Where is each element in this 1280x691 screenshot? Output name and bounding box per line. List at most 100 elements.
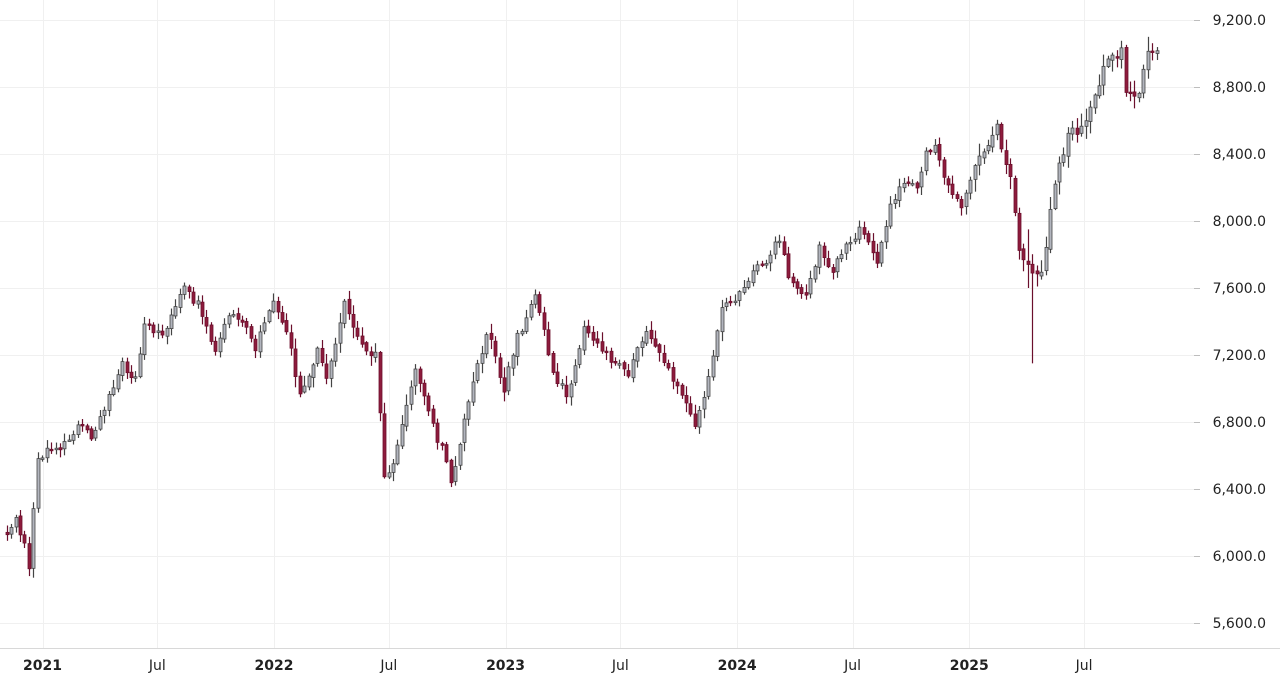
candle-up[interactable] (9, 523, 14, 539)
candle-down[interactable] (378, 351, 383, 422)
candle-up[interactable] (515, 330, 520, 366)
candle-up[interactable] (169, 308, 174, 336)
candle-down[interactable] (671, 361, 676, 390)
candle-down[interactable] (1132, 80, 1137, 109)
candle-down[interactable] (204, 309, 209, 334)
candle-down[interactable] (1026, 229, 1031, 288)
candle-down[interactable] (360, 327, 365, 348)
candle-up[interactable] (746, 277, 751, 290)
candle-up[interactable] (484, 332, 489, 359)
candle-up[interactable] (1101, 54, 1106, 96)
candle-down[interactable] (276, 296, 281, 320)
candle-up[interactable] (919, 166, 924, 196)
candle-down[interactable] (418, 366, 423, 393)
candle-up[interactable] (62, 433, 67, 456)
candle-up[interactable] (1079, 113, 1084, 137)
candle-down[interactable] (946, 175, 951, 193)
candle-down[interactable] (191, 287, 196, 306)
candle-down[interactable] (426, 392, 431, 417)
candle-up[interactable] (968, 176, 973, 200)
candle-down[interactable] (502, 367, 507, 402)
candle-up[interactable] (1066, 127, 1071, 168)
candle-down[interactable] (27, 536, 32, 577)
candle-down[interactable] (613, 357, 618, 366)
candle-up[interactable] (329, 358, 334, 388)
candle-down[interactable] (236, 307, 241, 327)
candle-down[interactable] (622, 360, 627, 376)
candle-down[interactable] (187, 284, 192, 299)
candle-up[interactable] (182, 282, 187, 300)
candle-up[interactable] (178, 288, 183, 314)
candle-up[interactable] (165, 325, 170, 345)
candle-up[interactable] (702, 391, 707, 419)
candle-down[interactable] (5, 525, 10, 541)
candle-up[interactable] (848, 236, 853, 252)
candle-up[interactable] (533, 289, 538, 309)
candle-down[interactable] (537, 291, 542, 316)
candle-down[interactable] (1124, 44, 1129, 97)
candle-up[interactable] (40, 455, 45, 462)
candle-down[interactable] (928, 148, 933, 155)
candle-up[interactable] (54, 442, 59, 455)
candle-up[interactable] (302, 375, 307, 394)
candle-down[interactable] (906, 176, 911, 187)
candle-down[interactable] (85, 423, 90, 434)
candle-up[interactable] (173, 299, 178, 319)
candle-up[interactable] (751, 264, 756, 287)
candle-down[interactable] (151, 322, 156, 338)
candle-down[interactable] (351, 305, 356, 339)
candle-down[interactable] (147, 318, 152, 331)
candle-up[interactable] (1053, 180, 1058, 211)
candle-up[interactable] (573, 359, 578, 386)
candle-up[interactable] (764, 259, 769, 269)
candle-up[interactable] (395, 439, 400, 466)
candle-down[interactable] (1115, 50, 1120, 68)
candle-up[interactable] (471, 371, 476, 406)
candle-down[interactable] (1021, 243, 1026, 272)
candle-down[interactable] (760, 260, 765, 268)
candle-up[interactable] (964, 189, 969, 215)
candle-up[interactable] (506, 361, 511, 396)
candles[interactable] (5, 36, 1160, 578)
candle-up[interactable] (31, 502, 36, 578)
candle-down[interactable] (604, 346, 609, 361)
candle-down[interactable] (586, 319, 591, 338)
candle-up[interactable] (808, 270, 813, 299)
candle-up[interactable] (120, 357, 125, 382)
candle-down[interactable] (666, 359, 671, 371)
candle-down[interactable] (626, 363, 631, 379)
candle-up[interactable] (582, 320, 587, 356)
candle-up[interactable] (413, 364, 418, 395)
candle-up[interactable] (577, 344, 582, 369)
candle-up[interactable] (1088, 100, 1093, 134)
candle-up[interactable] (1061, 147, 1066, 167)
candle-down[interactable] (915, 181, 920, 194)
candle-up[interactable] (307, 373, 312, 391)
candle-down[interactable] (89, 426, 94, 441)
candle-up[interactable] (569, 380, 574, 406)
candle-up[interactable] (45, 440, 50, 463)
candle-up[interactable] (995, 119, 1000, 141)
candle-up[interactable] (458, 442, 463, 470)
candle-up[interactable] (897, 178, 902, 208)
candle-up[interactable] (14, 514, 19, 533)
candle-up[interactable] (697, 405, 702, 434)
candle-up[interactable] (311, 362, 316, 388)
candle-down[interactable] (959, 195, 964, 216)
candle-up[interactable] (839, 249, 844, 263)
candle-up[interactable] (813, 264, 818, 283)
candle-down[interactable] (942, 156, 947, 185)
candle-down[interactable] (831, 263, 836, 280)
candle-up[interactable] (635, 346, 640, 368)
candle-up[interactable] (111, 379, 116, 397)
candle-down[interactable] (542, 306, 547, 336)
candle-down[interactable] (364, 341, 369, 356)
candle-up[interactable] (196, 295, 201, 309)
candle-down[interactable] (826, 250, 831, 269)
candle-down[interactable] (675, 378, 680, 394)
candle-up[interactable] (711, 349, 716, 381)
candle-down[interactable] (125, 357, 130, 379)
candle-down[interactable] (804, 284, 809, 300)
candle-up[interactable] (973, 163, 978, 192)
